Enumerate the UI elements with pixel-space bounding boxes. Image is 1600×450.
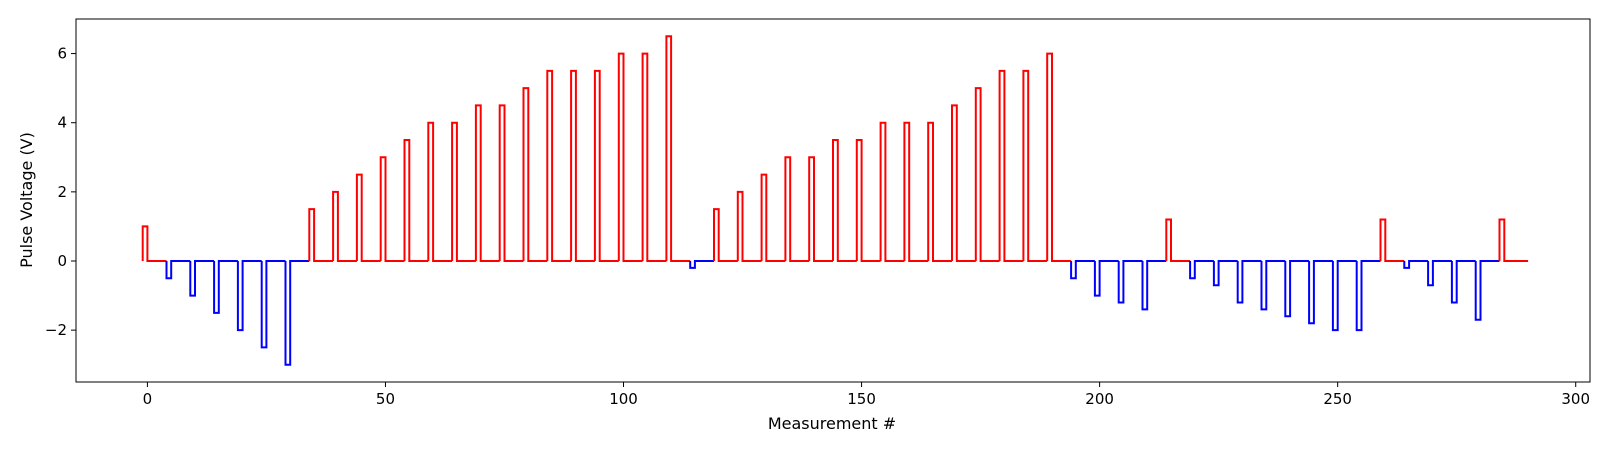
x-axis-ticks: 0 50 100 150 200 250 300 [143,382,1590,408]
pulse-mark [236,260,262,332]
pulse-mark [332,190,357,262]
plot-frame [75,18,1591,383]
pulse-mark [855,139,881,262]
y-tick-label: 6 [57,45,67,63]
pulse-mark [427,121,453,262]
pulse-mark [522,87,548,262]
pulse-mark [165,260,191,280]
pulse-mark [1403,260,1429,269]
pulse-mark [1355,260,1381,332]
pulse-mark [1212,260,1238,287]
pulse-mark [474,104,500,262]
pulse-mark [927,121,952,262]
pulse-mark [879,121,905,262]
pulse-mark [1308,260,1333,325]
pulse-mark [641,52,667,262]
pulse-mark [713,208,738,262]
pulse-mark [284,260,310,366]
x-tick-label: 100 [609,390,638,408]
pulse-mark [998,69,1024,262]
pulse-mark [1165,218,1191,262]
pulse-mark [1474,260,1500,321]
y-axis-ticks: −2 0 2 4 6 [45,45,76,339]
pulse-mark [451,121,476,262]
pulse-mark [570,69,595,262]
pulse-mark [1498,218,1529,262]
pulse-mark [1070,260,1095,280]
pulse-mark [189,260,215,297]
pulse-mark [903,121,929,262]
pulse-mark [260,260,286,349]
pulse-mark [593,69,619,262]
pulse-mark [951,104,976,262]
pulse-mark [1046,52,1072,262]
pulse-mark [1331,260,1357,332]
pulse-mark [1141,260,1167,311]
y-tick-label: −2 [45,321,67,339]
pulse-mark [308,208,334,262]
pulse-mark [141,225,167,262]
pulse-mark [1450,260,1476,304]
x-tick-label: 200 [1085,390,1114,408]
pulse-mark [1022,69,1048,262]
pulse-mark [1093,260,1119,297]
x-tick-label: 300 [1561,390,1590,408]
pulse-mark [213,260,238,314]
pulse-mark [1260,260,1286,311]
pulse-mark [1189,260,1214,280]
x-tick-label: 0 [143,390,153,408]
y-tick-label: 2 [57,183,67,201]
pulse-mark [403,139,429,262]
pulse-mark [689,260,714,269]
x-tick-label: 250 [1323,390,1352,408]
y-tick-label: 0 [57,252,67,270]
pulse-mark [808,156,833,262]
x-axis-title: Measurement # [768,414,896,433]
pulse-mark [546,69,572,262]
x-tick-label: 150 [847,390,876,408]
pulse-mark [665,35,691,262]
pulse-mark [1427,260,1452,287]
pulse-mark [617,52,643,262]
pulse-mark [736,190,762,262]
series-layer [141,35,1529,366]
pulse-mark [974,87,1000,262]
pulse-mark [784,156,810,262]
pulse-mark [1117,260,1143,304]
pulse-mark [832,139,857,262]
pulse-mark [355,173,381,262]
pulse-mark [498,104,524,262]
pulse-mark [379,156,405,262]
pulse-mark [1236,260,1262,304]
pulse-mark [1379,218,1405,262]
y-tick-label: 4 [57,114,67,132]
x-tick-label: 50 [376,390,395,408]
pulse-mark [1284,260,1310,318]
pulse-mark [760,173,786,262]
y-axis-title: Pulse Voltage (V) [17,132,36,268]
